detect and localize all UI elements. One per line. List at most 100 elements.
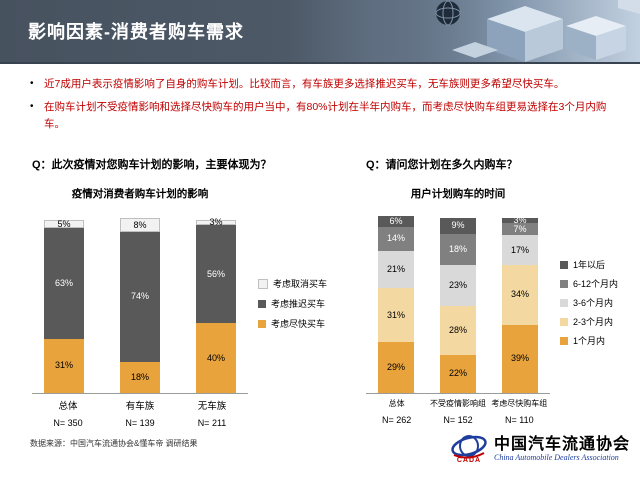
org-name-en: China Automobile Dealers Association	[493, 453, 619, 463]
bar-segment: 3%	[196, 216, 236, 227]
category-label: 总体	[58, 401, 78, 412]
data-label: 5%	[57, 218, 71, 229]
data-label: 28%	[448, 324, 467, 335]
data-label: 17%	[510, 244, 529, 255]
data-label: 56%	[206, 268, 225, 279]
plot-area-wrap: 疫情对消费者购车计划的影响 31% 63% 5% 18% 74% 8% 40% 56% 3% 总…	[32, 186, 248, 428]
stacked-bar-plot: 29% 31% 21% 14% 6% 22% 28% 23% 18% 9% 39% 34% 17% 7% 3…	[366, 214, 550, 394]
bar-segment: 31%	[378, 287, 414, 343]
legend-swatch-icon	[258, 278, 268, 289]
bar-segment: 8%	[120, 218, 160, 232]
legend-label: 6-12个月内	[573, 279, 619, 289]
data-label: 6%	[389, 215, 403, 226]
bar-segment: 7%	[502, 223, 538, 236]
category-label: 不受疫情影响组	[429, 399, 486, 408]
data-label: 21%	[386, 264, 405, 274]
legend-label: 3-6个月内	[573, 298, 614, 308]
bar-segment: 63%	[44, 228, 84, 339]
legend-item: 1个月内	[560, 334, 636, 347]
sample-size-label: N= 139	[125, 418, 155, 428]
sample-size-label: N= 262	[382, 415, 412, 425]
bar-segment: 40%	[196, 323, 236, 393]
legend-item: 考虑取消买车	[258, 277, 348, 290]
bar-segment: 17%	[502, 235, 538, 266]
bar-segment: 34%	[502, 265, 538, 325]
legend-swatch-icon	[560, 279, 568, 288]
sample-size-label: N= 152	[443, 415, 473, 425]
stacked-bar: 40% 56% 3%	[196, 216, 236, 393]
legend-label: 1个月内	[573, 336, 606, 346]
legend-swatch-icon	[258, 319, 266, 328]
legend-swatch-icon	[560, 317, 568, 326]
sample-size-row: N= 262 N= 152 N= 110	[366, 413, 550, 425]
data-label: 74%	[130, 291, 149, 302]
legend-label: 考虑尽快买车	[271, 319, 326, 329]
bullet-text: 近7成用户表示疫情影响了自身的购车计划。比较而言，有车族更多选择推迟买车，无车族…	[44, 78, 565, 90]
page-title: 影响因素-消费者购车需求	[28, 22, 244, 42]
chart-legend: 1年以后 6-12个月内 3-6个月内 2-3个月内 1个月内	[550, 258, 636, 353]
legend-label: 考虑推迟买车	[271, 299, 326, 309]
bullet-marker: •	[30, 78, 34, 89]
category-label: 无车族	[197, 401, 227, 412]
legend-swatch-icon	[560, 336, 568, 345]
data-label: 18%	[448, 243, 467, 254]
bar-segment: 6%	[378, 216, 414, 227]
legend-label: 1年以后	[573, 260, 606, 270]
chart-title: 疫情对消费者购车计划的影响	[71, 188, 209, 200]
data-label: 39%	[510, 353, 529, 364]
category-axis: 总体 有车族 无车族	[32, 398, 248, 412]
plot-area-wrap: 用户计划购车的时间 29% 31% 21% 14% 6% 22% 28% 23% 18% 9% 39…	[366, 186, 550, 425]
bar-segment: 74%	[120, 232, 160, 362]
chart-title: 用户计划购车的时间	[410, 188, 506, 200]
sample-size-label: N= 211	[197, 418, 227, 428]
stacked-bar: 29% 31% 21% 14% 6%	[378, 216, 414, 393]
chart-purchase-timing: Q：请问您计划在多久内购车？ 用户计划购车的时间 29% 31% 21% 14% 6% 2…	[366, 156, 636, 425]
bullet-item: • 近7成用户表示疫情影响了自身的购车计划。比较而言，有车族更多选择推迟买车，无…	[30, 76, 618, 92]
data-label: 3%	[513, 214, 527, 225]
bar-segment: 9%	[440, 217, 476, 234]
globe-icon	[436, 1, 460, 25]
cada-swirl-icon	[451, 435, 487, 459]
org-name-cn: 中国汽车流通协会	[493, 435, 630, 453]
data-label: 8%	[133, 219, 147, 230]
data-label: 3%	[209, 216, 223, 227]
legend-item: 考虑推迟买车	[258, 297, 348, 310]
category-label: 总体	[388, 399, 405, 408]
bar-segment: 21%	[378, 251, 414, 288]
stacked-bar: 18% 74% 8%	[120, 218, 160, 393]
stacked-bar-plot: 31% 63% 5% 18% 74% 8% 40% 56% 3%	[32, 216, 248, 394]
legend-swatch-icon	[258, 299, 266, 308]
chart-legend: 考虑取消买车 考虑推迟买车 考虑尽快买车	[248, 277, 348, 337]
data-label: 34%	[510, 289, 529, 300]
data-label: 40%	[206, 352, 225, 363]
cubes-decoration	[370, 0, 640, 62]
data-label: 29%	[386, 362, 405, 373]
bar-segment: 31%	[44, 338, 84, 393]
data-label: 14%	[386, 233, 405, 244]
bullet-marker: •	[30, 101, 34, 113]
data-label: 23%	[448, 279, 467, 290]
bullet-item: • 在购车计划不受疫情影响和选择尽快购车的用户当中，有80%计划在半年内购车，而…	[30, 99, 618, 132]
data-label: 22%	[448, 368, 467, 379]
bar-segment: 18%	[440, 233, 476, 266]
legend-item: 6-12个月内	[560, 277, 636, 290]
legend-label: 考虑取消买车	[273, 279, 328, 289]
chart-pandemic-impact: Q：此次疫情对您购车计划的影响，主要体现为？ 疫情对消费者购车计划的影响 31%…	[32, 156, 348, 428]
legend-label: 2-3个月内	[573, 317, 614, 327]
bar-segment: 18%	[120, 361, 160, 393]
stacked-bar: 31% 63% 5%	[44, 218, 84, 393]
bar-segment: 14%	[378, 226, 414, 252]
data-label: 31%	[386, 309, 405, 320]
sample-size-label: N= 110	[505, 415, 534, 425]
legend-swatch-icon	[560, 298, 568, 307]
question-label: Q：此次疫情对您购车计划的影响，主要体现为？	[32, 159, 272, 171]
data-label: 31%	[54, 360, 73, 371]
data-source-note: 数据来源：中国汽车流通协会&懂车帝 调研结果	[30, 439, 198, 448]
slide-header-banner: 影响因素-消费者购车需求	[0, 0, 640, 64]
bar-segment: 29%	[378, 342, 414, 393]
data-label: 9%	[451, 220, 465, 231]
legend-item: 2-3个月内	[560, 315, 636, 328]
data-label: 7%	[513, 223, 527, 234]
bar-segment: 56%	[196, 225, 236, 323]
legend-swatch-icon	[560, 260, 568, 269]
